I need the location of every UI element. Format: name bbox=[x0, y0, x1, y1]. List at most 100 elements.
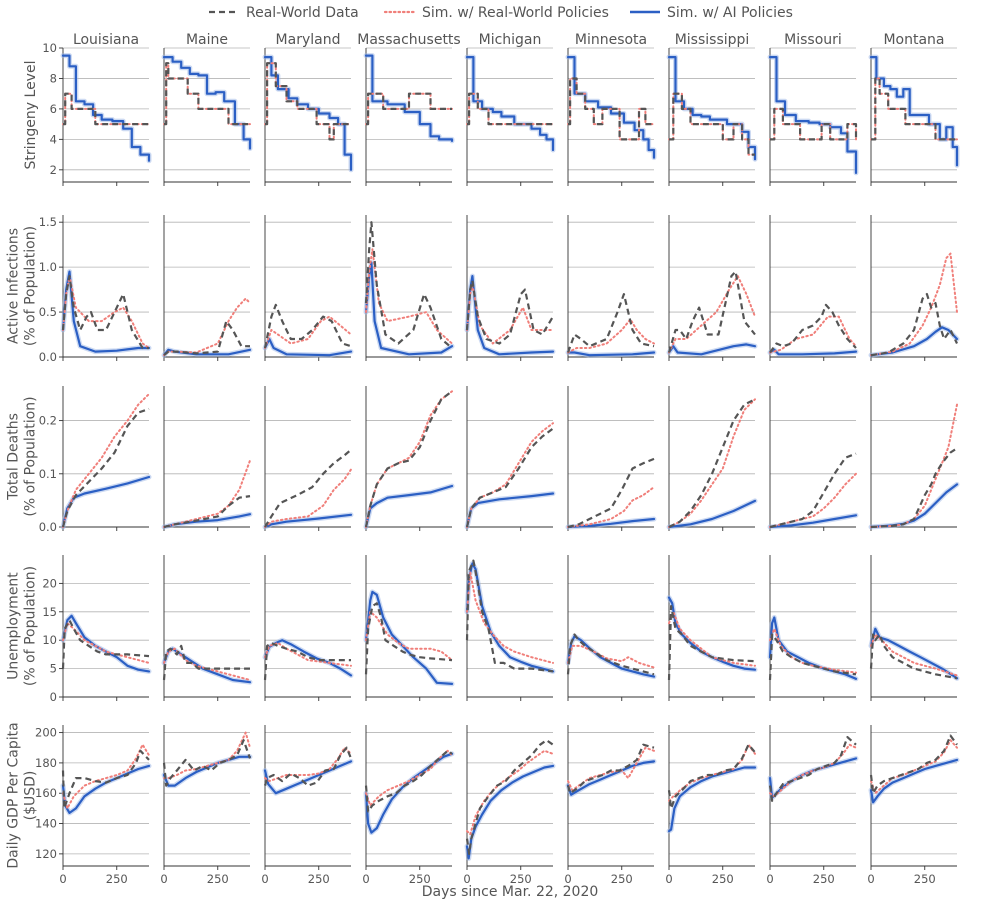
panel-michigan-2 bbox=[464, 386, 556, 531]
panel-minnesota-3 bbox=[565, 555, 657, 701]
series-band-sim-ai-policies bbox=[868, 54, 960, 168]
column-title-minnesota: Minnesota bbox=[575, 32, 647, 48]
panel-missouri-0 bbox=[767, 47, 859, 186]
panel-massachusetts-2 bbox=[363, 386, 455, 531]
panel-massachusetts-0 bbox=[363, 47, 455, 186]
x-tick-label: 0 bbox=[867, 872, 874, 886]
series-line-real-world-data bbox=[870, 293, 958, 357]
series-line-sim-real-policies bbox=[567, 644, 655, 669]
panel-louisiana-4: 120 140 160 180 200 0 250 bbox=[35, 725, 152, 886]
series-line-sim-real-policies bbox=[264, 468, 352, 528]
series-line-sim-ai-policies bbox=[566, 517, 656, 529]
series-line-sim-ai-policies bbox=[667, 56, 757, 161]
y-tick-label: 180 bbox=[35, 756, 57, 770]
series-line-real-world-data bbox=[163, 320, 250, 357]
series-line-real-world-data bbox=[467, 92, 553, 126]
x-axis-label: Days since Mar. 22, 2020 bbox=[422, 884, 599, 900]
series-band-sim-ai-policies bbox=[767, 755, 859, 801]
series-line-sim-ai-policies bbox=[263, 513, 353, 529]
series-line-sim-ai-policies bbox=[566, 56, 656, 159]
series-line-sim-ai-policies bbox=[465, 764, 555, 860]
series-line-real-world-data bbox=[61, 619, 150, 669]
y-tick-label: 1.5 bbox=[39, 215, 57, 229]
series-line-sim-real-policies bbox=[668, 275, 756, 354]
series-band-sim-ai-policies bbox=[60, 763, 152, 816]
series-line-sim-real-policies bbox=[264, 746, 352, 783]
panel-missouri-4: 0 250 bbox=[766, 725, 859, 886]
row-label-3: Unemployment (% of Population) bbox=[6, 566, 39, 686]
series-line-sim-ai-policies bbox=[162, 755, 252, 787]
series-line-real-world-data bbox=[770, 107, 858, 141]
panel-maryland-4: 0 250 bbox=[261, 725, 354, 886]
panel-minnesota-0 bbox=[565, 47, 657, 186]
panel-maine-1 bbox=[161, 215, 253, 361]
x-tick-label: 250 bbox=[207, 872, 229, 886]
row-label-2: Total Deaths (% of Population) bbox=[6, 396, 39, 516]
series-band-sim-ai-policies bbox=[464, 561, 556, 674]
panel-michigan-1 bbox=[464, 215, 556, 361]
series-line-real-world-data bbox=[263, 303, 352, 349]
series-line-sim-real-policies bbox=[365, 610, 453, 662]
x-tick-label: 0 bbox=[160, 872, 167, 886]
panel-maine-3 bbox=[161, 555, 253, 701]
series-line-real-world-data bbox=[364, 602, 453, 675]
x-tick-label: 0 bbox=[665, 872, 672, 886]
panel-michigan-0 bbox=[464, 47, 556, 186]
panel-mississippi-2 bbox=[666, 386, 758, 531]
series-line-real-world-data bbox=[769, 452, 857, 529]
panel-louisiana-0: 2 4 6 8 10 bbox=[42, 41, 152, 186]
panel-mississippi-1 bbox=[666, 215, 758, 361]
series-line-sim-real-policies bbox=[769, 743, 857, 798]
series-line-sim-real-policies bbox=[870, 633, 958, 677]
series-line-real-world-data bbox=[768, 736, 857, 802]
panel-grid: Louisiana Maine Maryland Massachusetts Michi… bbox=[6, 32, 960, 886]
series-line-sim-real-policies bbox=[466, 92, 554, 126]
column-title-michigan: Michigan bbox=[479, 32, 542, 48]
y-tick-label: 10 bbox=[42, 41, 57, 55]
y-tick-label: 2 bbox=[50, 163, 57, 177]
x-tick-label: 250 bbox=[712, 872, 734, 886]
series-line-sim-ai-policies bbox=[869, 483, 959, 529]
series-line-sim-ai-policies bbox=[869, 627, 959, 680]
series-line-real-world-data bbox=[61, 275, 149, 350]
series-line-real-world-data bbox=[264, 448, 352, 528]
x-tick-label: 0 bbox=[261, 872, 268, 886]
panel-missouri-3 bbox=[767, 555, 859, 701]
series-line-sim-ai-policies bbox=[869, 758, 959, 804]
x-tick-label: 0 bbox=[766, 872, 773, 886]
series-line-real-world-data bbox=[364, 390, 453, 528]
series-line-sim-ai-policies bbox=[768, 348, 858, 356]
panel-louisiana-3: 0 5 10 15 20 bbox=[42, 555, 152, 704]
series-line-sim-real-policies bbox=[668, 610, 756, 667]
series-line-real-world-data bbox=[263, 641, 351, 681]
series-line-sim-real-policies bbox=[365, 749, 453, 807]
series-line-real-world-data bbox=[870, 447, 958, 529]
series-band-sim-ai-policies bbox=[464, 54, 556, 153]
series-line-real-world-data bbox=[667, 743, 756, 810]
legend-label-sim-ai-policies: Sim. w/ AI Policies bbox=[667, 5, 793, 21]
panel-montana-0 bbox=[868, 47, 960, 186]
series-line-real-world-data bbox=[364, 749, 453, 813]
series-line-real-world-data bbox=[162, 739, 252, 787]
series-line-sim-ai-policies bbox=[61, 475, 151, 529]
series-line-sim-ai-policies bbox=[364, 261, 454, 356]
series-line-real-world-data bbox=[263, 746, 353, 787]
series-line-sim-ai-policies bbox=[465, 56, 555, 152]
series-line-sim-real-policies bbox=[264, 315, 352, 349]
column-title-maryland: Maryland bbox=[276, 32, 341, 48]
series-line-sim-ai-policies bbox=[667, 499, 757, 529]
x-tick-label: 0 bbox=[362, 872, 369, 886]
y-tick-label: 0.0 bbox=[39, 520, 57, 534]
series-line-sim-real-policies bbox=[62, 743, 150, 810]
series-line-real-world-data bbox=[364, 221, 453, 349]
panel-missouri-2 bbox=[767, 386, 859, 531]
panel-maine-2 bbox=[161, 386, 253, 531]
series-line-sim-ai-policies bbox=[667, 343, 757, 356]
row-label-4: Daily GDP Per Capita ($USD) bbox=[6, 722, 39, 868]
series-line-sim-ai-policies bbox=[768, 514, 858, 529]
row-label-1: Active Infections (% of Population) bbox=[6, 226, 39, 346]
y-tick-label: 140 bbox=[35, 817, 57, 831]
series-line-real-world-data bbox=[164, 62, 250, 126]
series-line-sim-ai-policies bbox=[263, 337, 353, 357]
